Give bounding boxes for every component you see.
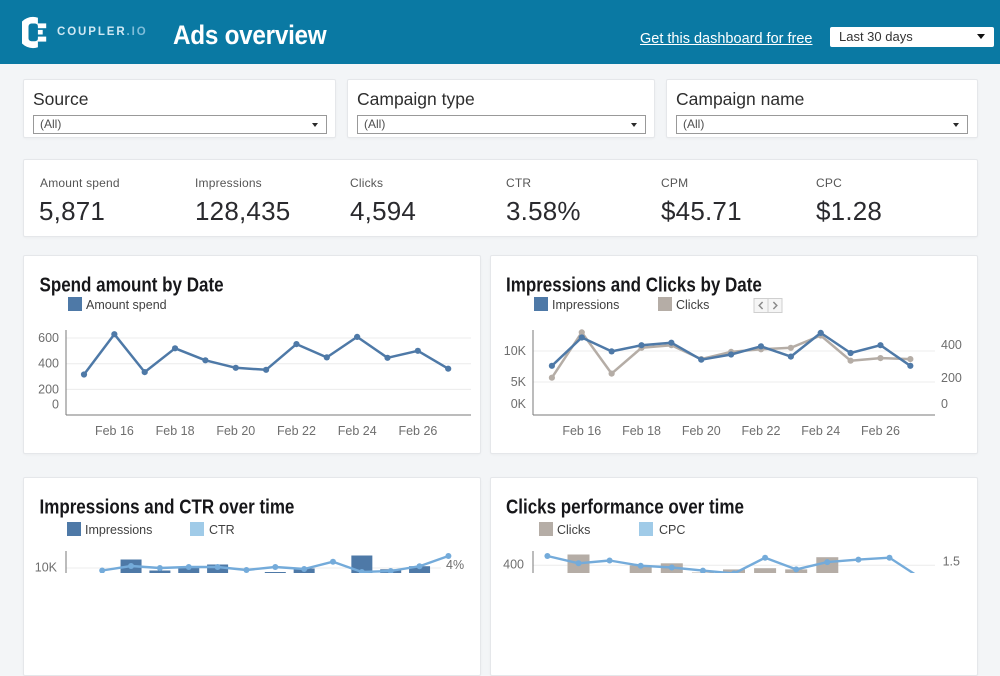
svg-text:Feb 20: Feb 20 <box>216 424 255 438</box>
svg-text:5K: 5K <box>511 375 527 389</box>
svg-text:1.5: 1.5 <box>943 555 960 569</box>
svg-text:Impressions and CTR over time: Impressions and CTR over time <box>40 495 295 518</box>
svg-text:Clicks: Clicks <box>676 298 709 312</box>
svg-text:400: 400 <box>38 357 59 371</box>
svg-text:0K: 0K <box>511 397 527 411</box>
svg-text:CTR: CTR <box>209 523 235 537</box>
svg-text:Feb 16: Feb 16 <box>562 424 601 438</box>
svg-text:Impressions and Clicks by Date: Impressions and Clicks by Date <box>506 273 762 296</box>
svg-text:Clicks performance over time: Clicks performance over time <box>506 495 744 518</box>
svg-text:600: 600 <box>38 331 59 345</box>
svg-text:200: 200 <box>38 382 59 396</box>
svg-text:Feb 24: Feb 24 <box>801 424 840 438</box>
svg-text:Feb 26: Feb 26 <box>861 424 900 438</box>
svg-text:Feb 18: Feb 18 <box>622 424 661 438</box>
svg-text:Clicks: Clicks <box>557 523 590 537</box>
svg-text:Impressions: Impressions <box>552 298 619 312</box>
svg-text:Amount spend: Amount spend <box>86 298 167 312</box>
svg-text:Feb 22: Feb 22 <box>742 424 781 438</box>
svg-text:400: 400 <box>941 338 962 352</box>
svg-text:400: 400 <box>503 558 524 572</box>
svg-text:Feb 26: Feb 26 <box>398 424 437 438</box>
svg-text:Feb 20: Feb 20 <box>682 424 721 438</box>
svg-text:Spend amount by Date: Spend amount by Date <box>40 273 224 296</box>
svg-text:Impressions: Impressions <box>85 523 152 537</box>
svg-text:0: 0 <box>941 397 948 411</box>
svg-text:0: 0 <box>52 398 59 412</box>
svg-text:200: 200 <box>941 371 962 385</box>
svg-text:10K: 10K <box>504 344 527 358</box>
svg-text:Feb 18: Feb 18 <box>156 424 195 438</box>
svg-text:Feb 16: Feb 16 <box>95 424 134 438</box>
svg-text:10K: 10K <box>35 561 58 574</box>
svg-text:Feb 22: Feb 22 <box>277 424 316 438</box>
svg-text:CPC: CPC <box>659 523 685 537</box>
svg-text:4%: 4% <box>446 558 464 572</box>
svg-text:Feb 24: Feb 24 <box>338 424 377 438</box>
